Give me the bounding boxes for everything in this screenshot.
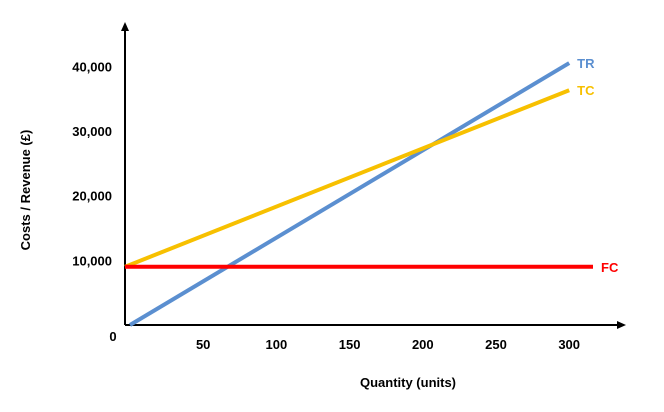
series-label-fc: FC: [601, 260, 619, 275]
x-axis-arrow: [617, 321, 626, 329]
y-axis-arrow: [121, 22, 129, 31]
x-tick-labels: 50 100 150 200 250 300: [196, 337, 580, 352]
x-tick-label: 300: [558, 337, 580, 352]
y-axis-label: Costs / Revenue (£): [18, 130, 33, 251]
series-label-tc: TC: [577, 83, 595, 98]
y-tick-label: 10,000: [72, 253, 112, 268]
series-lines: [124, 61, 593, 327]
series-labels: TR TC FC: [577, 56, 619, 275]
x-tick-label: 200: [412, 337, 434, 352]
y-tick-label: 20,000: [72, 189, 112, 204]
x-tick-label: 150: [339, 337, 361, 352]
axes: [121, 22, 626, 329]
series-line-tc: [124, 88, 570, 269]
origin-label: 0: [109, 329, 116, 344]
series-label-tr: TR: [577, 56, 595, 71]
x-tick-label: 250: [485, 337, 507, 352]
y-tick-labels: 10,000 20,000 30,000 40,000: [72, 59, 112, 268]
y-tick-label: 30,000: [72, 124, 112, 139]
x-tick-label: 50: [196, 337, 210, 352]
x-tick-label: 100: [266, 337, 288, 352]
series-line-tr: [128, 61, 571, 327]
y-tick-label: 40,000: [72, 59, 112, 74]
x-axis-label: Quantity (units): [360, 375, 456, 390]
